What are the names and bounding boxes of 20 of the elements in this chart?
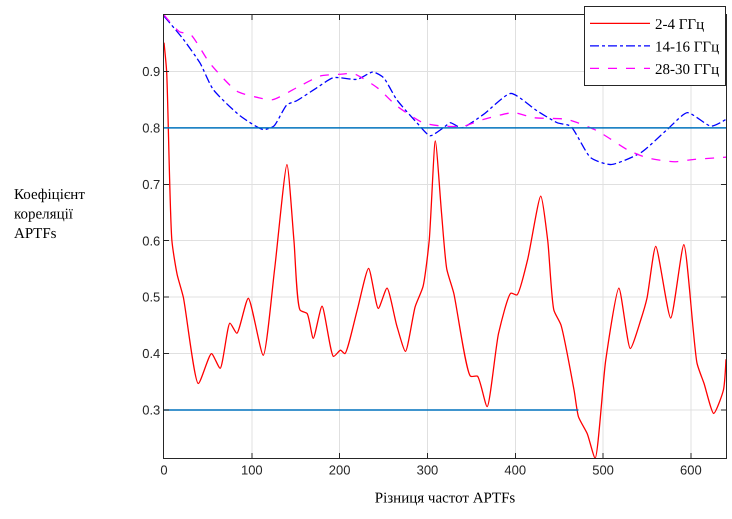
x-axis-title: Різниця частот APTFs bbox=[374, 490, 516, 507]
y-tick-label: 0.4 bbox=[142, 346, 160, 362]
y-tick-label: 0.7 bbox=[142, 176, 160, 192]
y-axis-title: Коефіцієнт кореляції APTFs bbox=[14, 187, 86, 242]
x-tick-label: 500 bbox=[592, 462, 614, 478]
x-tick-label: 200 bbox=[328, 462, 350, 478]
line-series bbox=[164, 42, 726, 458]
legend-label: 14-16 ГГц bbox=[655, 40, 720, 56]
legend-label: 28-30 ГГц bbox=[655, 62, 720, 78]
x-tick-label: 300 bbox=[416, 462, 438, 478]
y-tick-label: 0.5 bbox=[142, 290, 160, 305]
x-tick-label: 0 bbox=[160, 462, 168, 478]
x-tick-label: 400 bbox=[504, 462, 526, 478]
x-tick-label: 600 bbox=[680, 462, 702, 478]
y-tick-label: 0.3 bbox=[142, 402, 160, 418]
y-tick-label: 0.8 bbox=[142, 120, 160, 136]
x-tick-label: 100 bbox=[240, 462, 263, 478]
y-tick-label: 0.6 bbox=[142, 233, 160, 248]
legend-label: 2-4 ГГц bbox=[655, 17, 704, 34]
y-tick-label: 0.9 bbox=[142, 64, 160, 79]
